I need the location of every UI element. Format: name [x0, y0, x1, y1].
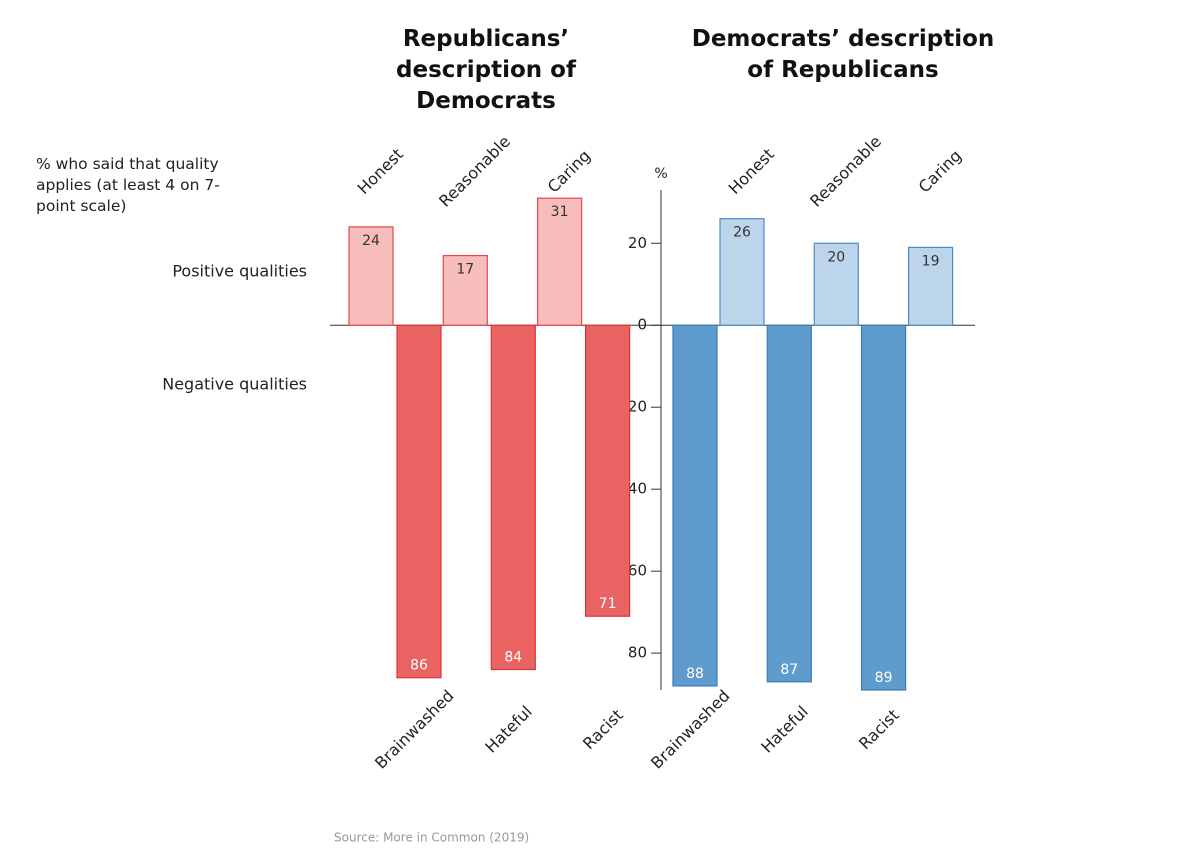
bar [766, 324, 812, 683]
value-label: 86 [410, 658, 428, 674]
row-label: Positive qualities [172, 262, 307, 281]
y-tick-label: 60 [628, 562, 647, 580]
category-label: Reasonable [435, 132, 514, 211]
value-label: 19 [922, 253, 940, 269]
y-tick-label: 20 [628, 234, 647, 252]
value-label: 88 [686, 666, 704, 682]
category-label: Honest [725, 145, 778, 198]
annotation: % who said that quality applies (at leas… [36, 155, 220, 215]
category-label: Hateful [757, 702, 812, 757]
bar [719, 218, 765, 326]
value-label: 84 [504, 650, 522, 666]
bar [860, 324, 907, 691]
bar [536, 197, 583, 326]
y-tick-label: 20 [628, 398, 647, 416]
bar [348, 226, 394, 326]
panel-title: Republicans’ description of Democrats [396, 26, 576, 114]
value-label: 24 [362, 233, 380, 249]
category-label: Reasonable [806, 132, 885, 211]
value-label: 26 [733, 225, 751, 241]
bar [813, 242, 859, 326]
category-label: Racist [579, 705, 627, 753]
y-tick-label: 80 [628, 644, 647, 662]
value-label: 31 [551, 204, 569, 220]
value-label: 89 [875, 670, 893, 686]
source: Source: More in Common (2019) [334, 831, 529, 845]
y-tick-label: 40 [628, 480, 647, 498]
value-label: 20 [827, 249, 845, 265]
category-label: Caring [915, 146, 965, 196]
bar [672, 324, 718, 687]
category-label: Honest [354, 145, 407, 198]
bar [396, 324, 442, 679]
row-label: Negative qualities [162, 375, 307, 394]
panel-title: Democrats’ description of Republicans [691, 26, 995, 83]
value-label: 17 [456, 262, 474, 278]
bar [442, 254, 488, 326]
category-label: Racist [855, 705, 903, 753]
category-label: Brainwashed [647, 686, 733, 772]
bar [584, 324, 631, 617]
category-label: Caring [544, 146, 594, 196]
value-label: 87 [780, 662, 798, 678]
bar [907, 246, 954, 326]
value-label: 71 [599, 596, 617, 612]
bar [490, 324, 536, 671]
category-label: Hateful [481, 702, 536, 757]
category-label: Brainwashed [371, 686, 457, 772]
y-axis-label: % [654, 166, 667, 182]
